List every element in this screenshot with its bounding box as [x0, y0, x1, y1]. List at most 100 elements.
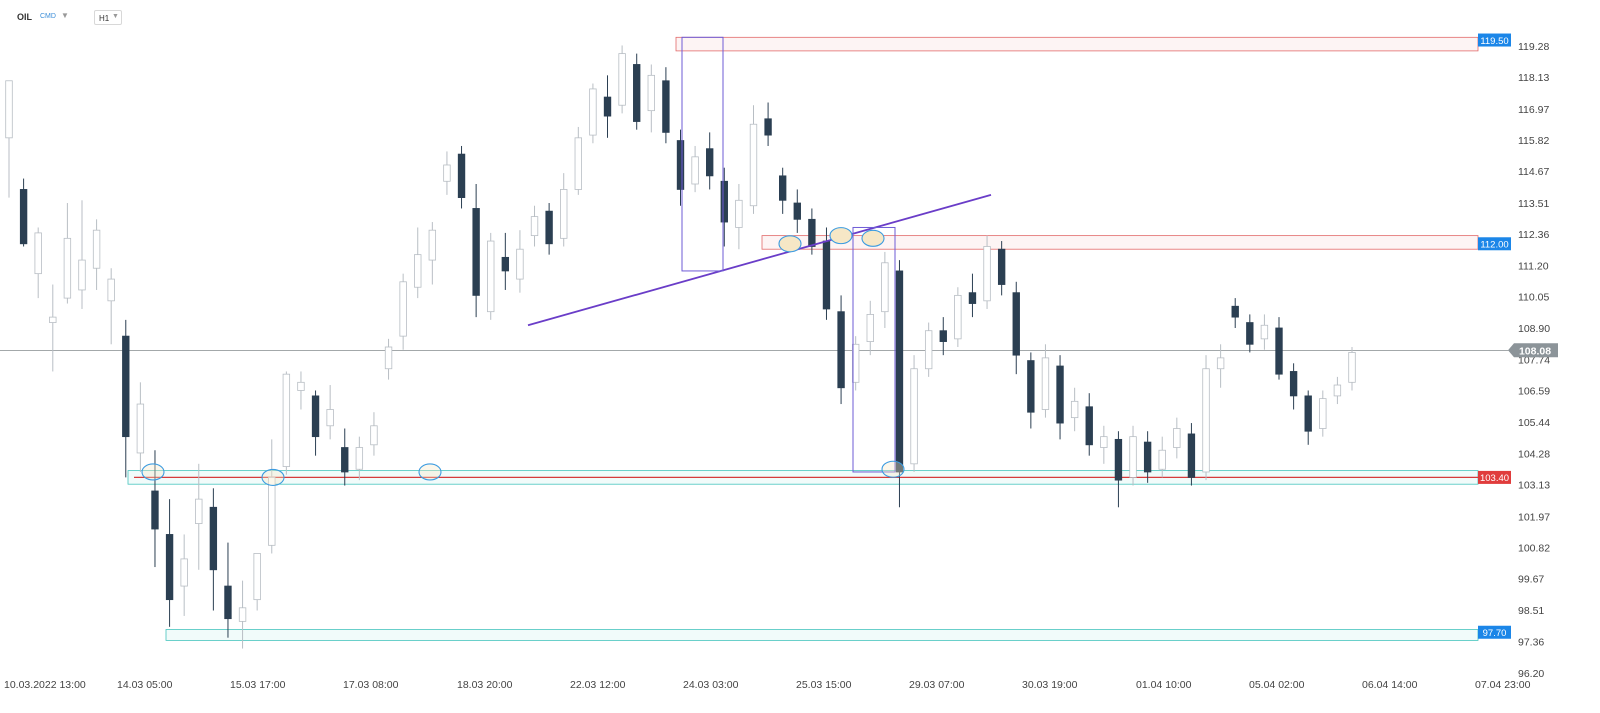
y-tick-label: 113.51	[1518, 198, 1549, 210]
candle	[1260, 324, 1269, 340]
candle	[34, 232, 42, 275]
x-tick-label: 05.04 02:00	[1249, 679, 1305, 691]
y-tick-label: 112.36	[1518, 229, 1549, 241]
x-tick-label: 25.03 15:00	[796, 679, 852, 691]
candle	[574, 137, 582, 190]
candle	[341, 447, 349, 473]
current-price-label: 108.08	[1519, 345, 1551, 357]
candle	[1100, 436, 1108, 448]
candle	[662, 80, 670, 133]
candle	[851, 343, 860, 383]
x-tick-label: 01.04 10:00	[1136, 679, 1192, 691]
candle	[1070, 400, 1079, 419]
candle	[326, 409, 334, 427]
candle	[706, 148, 714, 177]
candle	[983, 246, 991, 302]
interval-label: H1	[99, 14, 110, 23]
level-label: 119.50	[1480, 36, 1508, 47]
candle	[355, 447, 364, 470]
candle	[1041, 357, 1050, 410]
candle	[1275, 327, 1283, 375]
y-tick-label: 98.51	[1518, 605, 1544, 617]
candle	[122, 335, 130, 438]
chart-toolbar: OIL CMD ▼ H1 ▼	[0, 0, 1600, 34]
x-tick-label: 06.04 14:00	[1362, 679, 1418, 691]
y-tick-label: 118.13	[1518, 72, 1549, 84]
level-label: 103.40	[1480, 473, 1509, 484]
candle	[560, 189, 568, 239]
y-tick-label: 96.20	[1518, 668, 1544, 680]
candle	[910, 368, 918, 465]
candle	[793, 202, 801, 220]
candle	[487, 240, 495, 313]
candle	[165, 534, 174, 601]
y-tick-label: 105.44	[1518, 417, 1550, 429]
candle	[443, 164, 451, 182]
level-label: 112.00	[1480, 240, 1508, 251]
x-tick-label: 22.03 12:00	[570, 679, 626, 691]
highlight-ellipse	[141, 463, 165, 481]
candle	[647, 74, 655, 112]
candle	[589, 88, 597, 136]
candle	[1348, 352, 1356, 383]
candle	[428, 229, 437, 261]
candle	[151, 490, 159, 530]
x-tick-label: 24.03 03:00	[683, 679, 739, 691]
x-tick-label: 14.03 05:00	[117, 679, 173, 691]
candle	[939, 330, 947, 342]
y-tick-label: 100.82	[1518, 542, 1550, 554]
highlight-ellipse	[881, 460, 905, 478]
candle	[997, 248, 1006, 285]
highlight-ellipse	[261, 468, 285, 486]
candle	[384, 346, 393, 370]
candle	[618, 53, 626, 106]
candle	[837, 311, 845, 389]
candle	[764, 118, 772, 136]
x-tick-label: 15.03 17:00	[230, 679, 286, 691]
candle	[501, 256, 510, 272]
candle	[530, 216, 539, 237]
candle	[253, 553, 261, 601]
candle	[1085, 406, 1093, 446]
candle	[1143, 441, 1152, 473]
candle	[1319, 398, 1327, 429]
candle	[808, 218, 816, 247]
symbol-dropdown-icon[interactable]: ▼	[61, 11, 69, 20]
candle	[1304, 395, 1312, 432]
y-tick-label: 111.20	[1518, 261, 1549, 273]
trendline	[527, 194, 992, 327]
highlight-ellipse	[861, 229, 885, 247]
x-tick-label: 10.03.2022 13:00	[4, 679, 86, 691]
x-tick-label: 18.03 20:00	[457, 679, 513, 691]
y-tick-label: 99.67	[1518, 574, 1544, 586]
x-axis: 10.03.2022 13:00 14.03 05:00 15.03 17:00 17…	[4, 679, 1531, 691]
candle	[297, 381, 305, 391]
zone-97.70	[165, 629, 1479, 641]
y-tick-label: 106.59	[1518, 386, 1550, 398]
candle	[1187, 433, 1196, 478]
y-tick-label: 119.28	[1518, 41, 1549, 53]
candle	[5, 80, 13, 139]
candle	[1173, 428, 1181, 448]
candle	[1129, 436, 1137, 478]
candles	[5, 45, 1356, 649]
candle	[282, 373, 291, 467]
candle	[370, 425, 378, 446]
candle	[224, 585, 232, 620]
candle	[633, 64, 641, 122]
candle	[881, 262, 889, 313]
candle	[1158, 449, 1166, 470]
candle	[866, 314, 874, 342]
candle	[1289, 371, 1298, 397]
y-tick-label: 114.67	[1518, 166, 1549, 178]
candle	[954, 294, 962, 340]
candle	[92, 229, 101, 269]
symbol-name[interactable]: OIL	[17, 12, 32, 22]
x-tick-label: 07.04 23:00	[1475, 679, 1531, 691]
candle	[399, 281, 407, 337]
candle	[1333, 384, 1342, 397]
interval-selector[interactable]: H1 ▼	[94, 10, 122, 25]
candle	[924, 330, 933, 370]
y-tick-label: 97.36	[1518, 636, 1544, 648]
